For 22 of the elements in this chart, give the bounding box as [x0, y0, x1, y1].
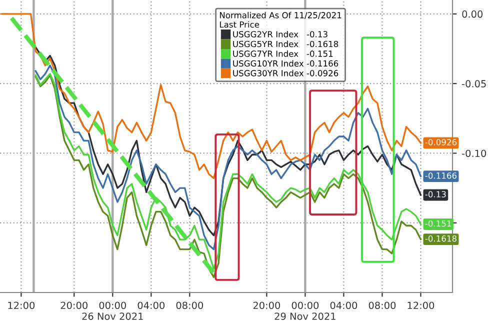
data-label: -0.0926 — [425, 139, 457, 146]
legend-label: USGG10YR Index -0.1166 — [233, 60, 338, 67]
y-tick-label: -0.05 — [462, 80, 486, 88]
x-tick-label: 04:00 — [330, 302, 358, 310]
data-label: -0.1166 — [425, 172, 457, 179]
x-tick-label: 20:00 — [253, 302, 280, 310]
x-tick-label: 08:00 — [176, 302, 204, 310]
data-label: -0.1618 — [425, 235, 456, 242]
x-tick-label: 20:00 — [60, 302, 88, 310]
legend-label: USGG2YR Index -0.13 — [233, 30, 328, 38]
x-tick-label: 04:00 — [138, 302, 165, 310]
y-tick-label: -0.10 — [462, 150, 486, 158]
legend-title: Normalized As Of 11/25/2021 Last Price — [220, 12, 342, 28]
legend-label: USGG30YR Index -0.0926 — [233, 70, 338, 76]
x-tick-label: 12:00 — [8, 302, 35, 310]
data-label: -0.151 — [425, 220, 451, 227]
data-label: -0.13 — [425, 191, 446, 198]
legend-label: USGG5YR Index -0.1618 — [233, 40, 338, 48]
x-tick-label: 12:00 — [408, 302, 434, 310]
y-tick-label: 0.00 — [462, 10, 483, 18]
x-tick-label: 08:00 — [368, 302, 396, 310]
legend-label: USGG7YR Index -0.151 — [233, 50, 333, 57]
